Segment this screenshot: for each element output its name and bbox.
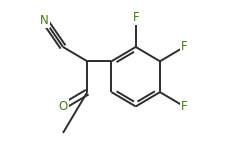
Text: F: F — [181, 100, 187, 113]
Text: F: F — [132, 11, 139, 24]
Text: F: F — [181, 41, 187, 53]
Text: O: O — [58, 100, 68, 113]
Text: N: N — [40, 14, 49, 27]
